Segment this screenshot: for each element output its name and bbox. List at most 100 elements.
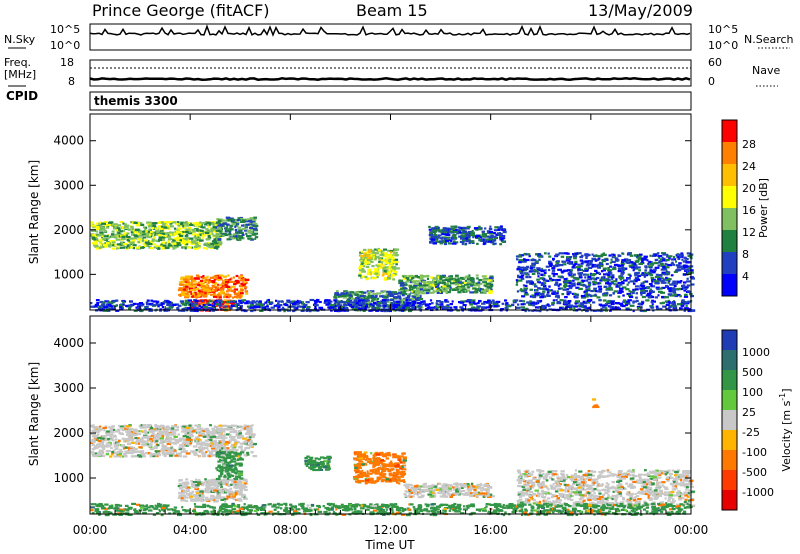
scatter-cell (184, 237, 187, 240)
scatter-cell (172, 453, 175, 456)
scatter-cell (523, 293, 529, 296)
scatter-cell (505, 302, 509, 305)
scatter-cell (105, 437, 109, 440)
scatter-cell (563, 301, 569, 305)
scatter-cell (549, 264, 552, 267)
scatter-cell (530, 269, 535, 272)
scatter-cell (249, 445, 253, 448)
scatter-cell (414, 274, 418, 278)
scatter-cell (229, 278, 232, 281)
scatter-cell (95, 244, 99, 247)
scatter-cell (227, 295, 231, 298)
scatter-cell (433, 281, 438, 284)
scatter-cell (551, 278, 554, 281)
nsky-panel: N.Sky 10^5 10^0 10^5 10^0 N.Search (4, 23, 794, 52)
freq-trace (89, 76, 691, 82)
scatter-cell (232, 300, 236, 303)
scatter-cell (179, 300, 184, 303)
scatter-cell (643, 255, 648, 258)
scatter-cell (468, 241, 471, 245)
scatter-cell (560, 255, 565, 258)
scatter-cell (437, 303, 441, 306)
scatter-cell (192, 222, 197, 225)
scatter-cell (170, 429, 174, 433)
scatter-cell (523, 287, 529, 290)
scatter-cell (665, 284, 668, 288)
scatter-cell (643, 273, 647, 276)
scatter-cell (608, 287, 613, 290)
scatter-cell (624, 302, 627, 305)
scatter-cell (443, 289, 449, 292)
velocity-panel: Slant Range [km] 1000 2000 3000 4000 (27, 315, 696, 517)
scatter-cell (325, 303, 330, 306)
scatter-cell (454, 283, 460, 286)
scatter-cell (548, 275, 551, 278)
scatter-cell (594, 293, 597, 296)
scatter-cell (165, 300, 170, 303)
scatter-cell (233, 283, 237, 286)
scatter-cell (93, 437, 99, 440)
scatter-cell (429, 232, 433, 235)
scatter-cell (631, 266, 636, 269)
scatter-cell (126, 235, 131, 239)
scatter-cell (605, 262, 609, 266)
scatter-cell (93, 446, 99, 449)
scatter-cell (453, 230, 459, 234)
scatter-cell (661, 256, 664, 259)
scatter-cell (389, 254, 393, 257)
scatter-cell (677, 257, 681, 260)
scatter-cell (530, 302, 535, 305)
scatter-cell (419, 302, 422, 305)
scatter-cell (607, 282, 612, 285)
scatter-cell (379, 295, 384, 298)
scatter-cell (602, 269, 606, 272)
scatter-cell (190, 246, 194, 249)
scatter-cell (138, 304, 144, 307)
scatter-cell (478, 279, 483, 282)
scatter-cell (128, 437, 133, 440)
scatter-cell (539, 293, 545, 296)
scatter-cell (336, 300, 339, 303)
scatter-cell (107, 303, 112, 306)
scatter-cell (426, 277, 429, 280)
scatter-cell (586, 285, 591, 288)
scatter-cell (469, 277, 475, 280)
scatter-cell (362, 252, 367, 255)
scatter-cell (638, 253, 643, 256)
scatter-cell (260, 303, 264, 307)
scatter-cell (217, 445, 222, 448)
scatter-cell (232, 218, 236, 221)
scatter-cell (603, 279, 609, 282)
scatter-cell (238, 284, 243, 288)
scatter-cell (212, 289, 215, 292)
scatter-cell (212, 428, 216, 431)
scatter-cell (451, 228, 456, 231)
scatter-cell (288, 305, 291, 308)
scatter-cell (179, 234, 184, 237)
scatter-cell (266, 301, 270, 304)
scatter-cell (481, 230, 485, 233)
scatter-cell (371, 265, 375, 268)
scatter-cell (385, 253, 390, 257)
scatter-cell (332, 307, 337, 310)
scatter-cell (233, 288, 239, 291)
scatter-cell (430, 306, 435, 309)
scatter-cell (155, 239, 159, 242)
scatter-cell (380, 300, 383, 303)
scatter-cell (585, 256, 588, 259)
scatter-cell (244, 448, 247, 451)
scatter-cell (622, 294, 625, 297)
scatter-cell (184, 230, 190, 234)
scatter-cell (408, 293, 411, 296)
scatter-cell (516, 290, 520, 293)
scatter-cell (475, 234, 480, 237)
scatter-cell (172, 247, 176, 250)
scatter-cell (206, 430, 211, 433)
scatter-cell (351, 297, 354, 300)
scatter-cell (213, 301, 218, 304)
scatter-cell (182, 226, 187, 229)
scatter-cell (626, 302, 631, 305)
scatter-cell (385, 292, 389, 295)
scatter-cell (465, 239, 471, 242)
scatter-cell (473, 234, 477, 238)
